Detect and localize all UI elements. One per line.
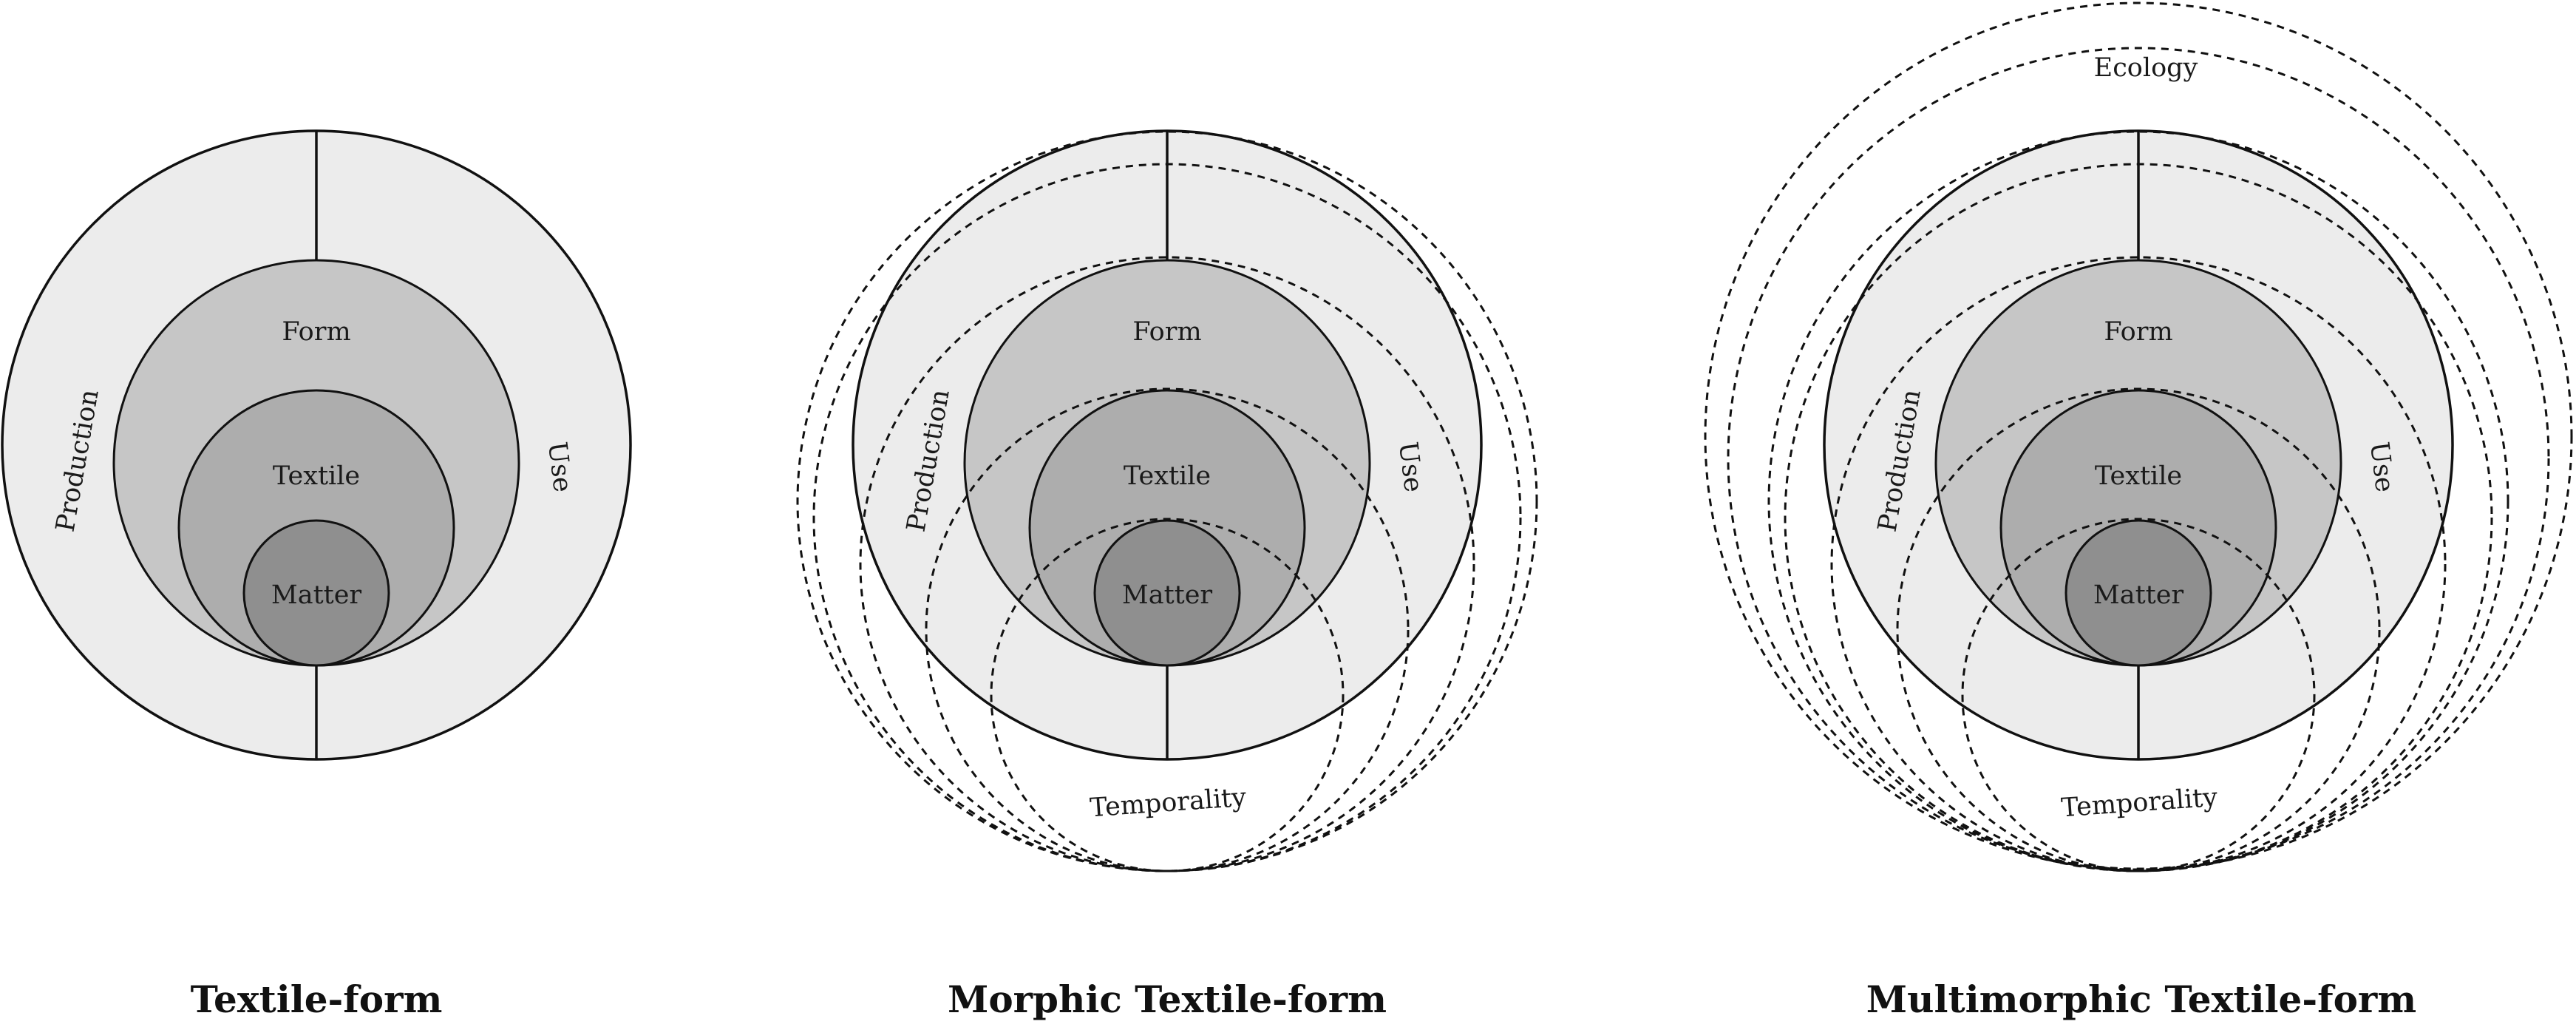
form-label: Form (1132, 317, 1201, 347)
dashed-circle-4 (1784, 163, 2493, 872)
matter-circle (1093, 519, 1241, 667)
title-multimorphic-textile-form: Multimorphic Textile-form (1866, 977, 2416, 1021)
dashed-circle-7 (1704, 1, 2573, 871)
ecology-dashed-circles (1704, 1, 2573, 871)
form-label: Form (2104, 317, 2172, 347)
use-label: Use (542, 440, 577, 494)
textile-label: Textile (273, 461, 360, 491)
dashed-circle-1 (990, 518, 1345, 872)
title-textile-form: Textile-form (191, 977, 443, 1021)
dashed-circle-1 (1961, 518, 2316, 872)
dashed-circle-5 (1767, 130, 2509, 872)
matter-circle (242, 519, 390, 667)
textile-label: Textile (1124, 461, 1211, 491)
diagram-morphic-textile-form: Form Textile Matter Production Use Tempo… (796, 129, 1538, 872)
matter-label: Matter (1122, 580, 1213, 610)
textile-label: Textile (2095, 461, 2182, 491)
dashed-circle-3 (859, 256, 1475, 872)
form-label: Form (282, 317, 350, 347)
dashed-circle-5 (796, 130, 1538, 872)
ecology-label: Ecology (2094, 53, 2198, 83)
use-label: Use (1393, 440, 1428, 494)
dashed-circle-4 (812, 163, 1522, 872)
diagram-textile-form: Form Textile Matter Production Use (1, 129, 632, 761)
matter-circle (2064, 519, 2212, 667)
use-label: Use (2364, 440, 2399, 494)
dashed-circle-3 (1830, 256, 2447, 872)
diagram-multimorphic-textile-form: Form Textile Matter Production Use Tempo… (1704, 1, 2573, 872)
temporality-label: Temporality (1089, 783, 1247, 824)
temporality-label: Temporality (2060, 783, 2218, 824)
matter-label: Matter (271, 580, 362, 610)
temporality-dashed-circles (1767, 130, 2509, 872)
matter-label: Matter (2093, 580, 2184, 610)
temporality-dashed-circles (796, 130, 1538, 872)
title-morphic-textile-form: Morphic Textile-form (948, 977, 1387, 1021)
